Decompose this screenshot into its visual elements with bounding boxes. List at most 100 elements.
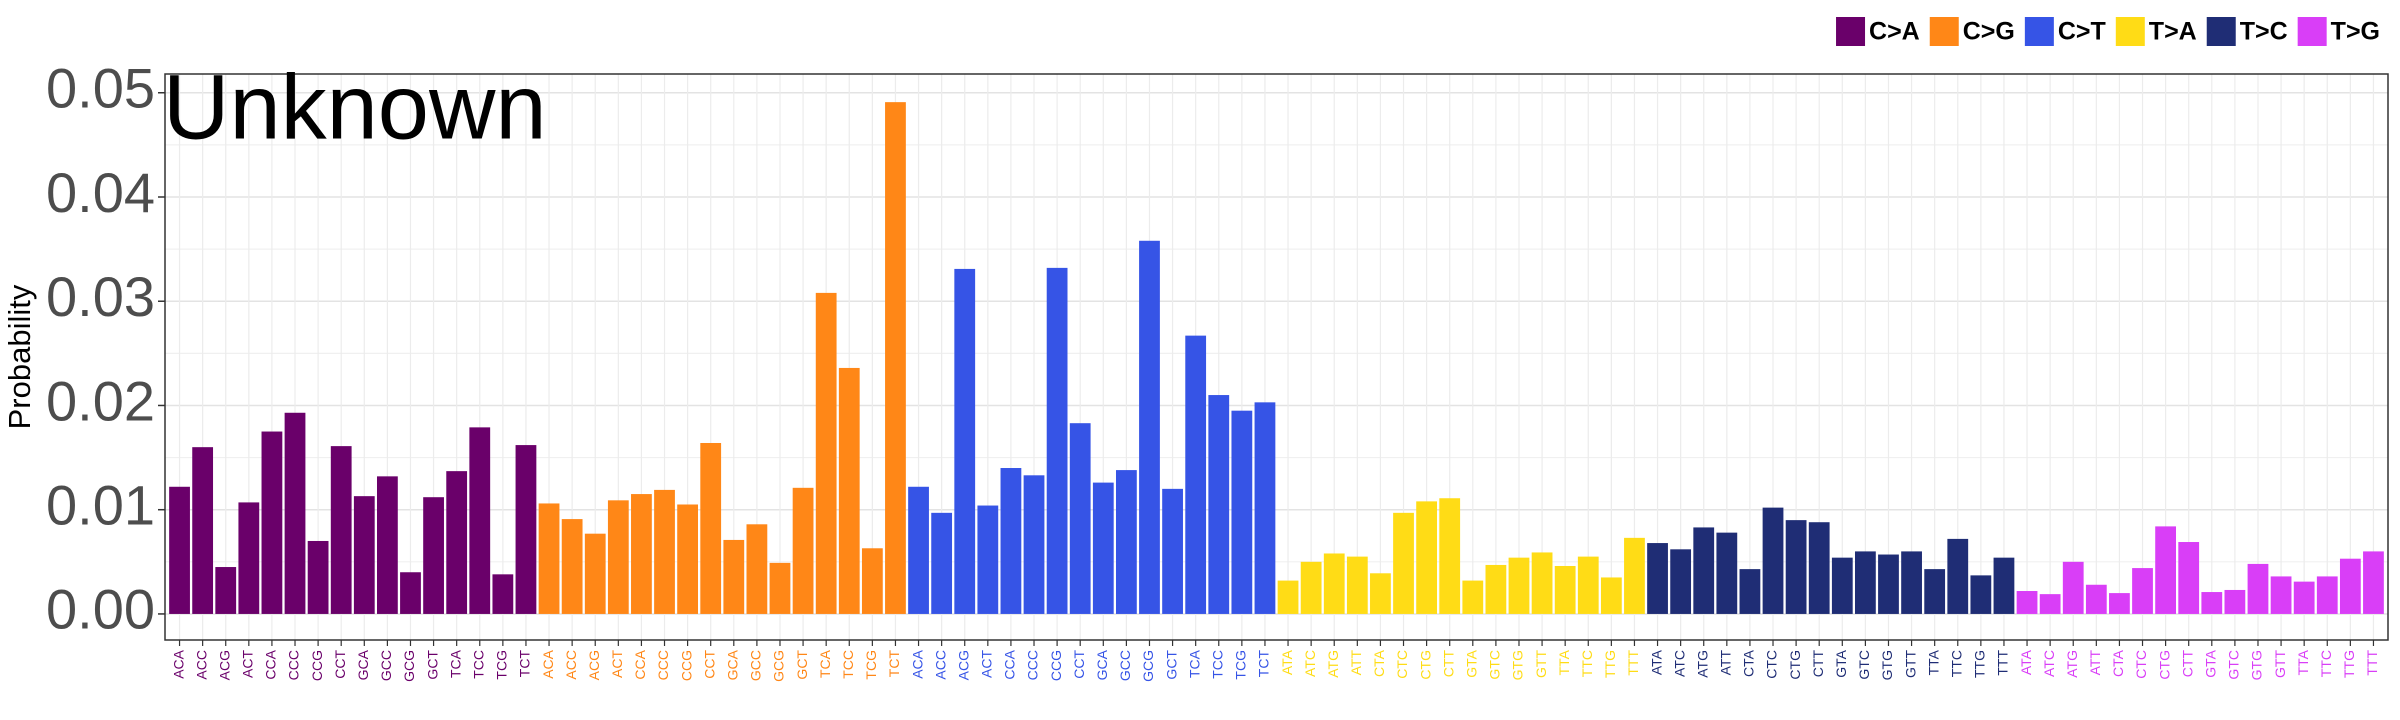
bar [1993,557,2015,614]
bar [1162,488,1183,614]
bar [792,487,814,614]
bar [931,512,953,614]
x-tick-label: GTC [1856,650,1872,680]
bar [861,548,883,614]
bar [2155,526,2177,614]
plot-border [164,73,2389,641]
x-tick-label: ATA [1648,649,1664,675]
x-tick-label: ATA [2018,649,2034,675]
x-tick-label: CCT [701,650,717,679]
x-tick-label: CTA [1371,649,1387,677]
x-tick-label: GTC [2226,650,2242,680]
bar [1485,564,1507,614]
bar [1924,569,1946,614]
bar [1531,552,1553,614]
legend-item: T>G [2297,17,2380,46]
x-tick-label: TTC [1948,650,1964,677]
x-tick-label: GTG [1510,650,1526,680]
bar [2178,542,2200,614]
chart-title: Unknown [163,56,547,158]
x-tick-label: GCC [1117,650,1133,681]
x-tick-label: TTG [1972,650,1988,678]
legend-item: C>T [2024,17,2106,46]
x-tick-label: ATT [2087,650,2103,676]
legend-swatch [2206,17,2236,46]
x-tick-label: TCC [840,650,856,679]
axes: 0.00 0.01 0.02 0.03 0.04 0.05 ACA ACC ACG ACT CCA C… [46,57,2380,682]
bar [192,447,214,614]
x-tick-label: GTT [1902,650,1918,678]
bar [977,505,999,614]
bar [238,502,260,614]
bar [469,427,491,614]
bar [954,268,976,614]
x-tick-label: TTA [1925,649,1941,675]
bar [1716,532,1738,614]
x-tick-label: ATG [2064,650,2080,678]
bar [1439,498,1461,614]
bar [654,489,675,614]
x-tick-label: CTG [1417,650,1433,680]
bar [2039,594,2061,614]
x-tick-label: CTC [1764,650,1780,679]
x-tick-label: CCC [286,650,302,680]
legend-swatch [1929,17,1959,46]
x-tick-label: CTA [2110,649,2126,677]
x-tick-label: ACT [979,650,995,678]
bar [838,367,860,614]
x-tick-label: ATC [1671,650,1687,677]
x-tick-label: GCT [424,650,440,680]
bar [1393,512,1414,614]
bar [1901,551,1922,614]
bar [700,442,722,614]
bar [261,431,283,614]
x-tick-label: CCA [632,649,648,679]
x-tick-label: TTT [2364,650,2380,676]
x-tick-label: ACT [240,650,256,678]
bar [400,572,421,614]
bar [1115,470,1137,614]
x-tick-label: ACC [932,650,948,680]
x-tick-label: GCT [794,650,810,680]
bar [1277,580,1299,614]
x-tick-label: TTT [1995,650,2011,676]
x-tick-label: CCC [1025,650,1041,680]
x-tick-label: CTG [1787,650,1803,680]
x-tick-label: GTC [1487,650,1503,680]
bar [1947,538,1969,614]
bar [353,496,375,614]
bar [1831,557,1853,614]
x-tick-label: TCC [1209,650,1225,679]
bar [307,540,329,614]
x-tick-label: GTA [1464,649,1480,677]
bar [2224,589,2246,614]
bar [376,476,398,614]
x-tick-label: GCC [378,650,394,681]
x-tick-label: ACT [609,650,625,678]
bar [1854,551,1876,614]
x-tick-label: GTG [1879,650,1895,680]
legend-item: T>A [2115,17,2197,46]
bar [631,494,652,614]
legend-label: C>A [1869,18,1920,46]
x-tick-label: CCC [655,650,671,680]
legend-swatch [2024,17,2054,46]
legend-item: C>G [1929,17,2015,46]
x-tick-label: ACA [540,649,556,678]
x-tick-label: ACC [193,650,209,680]
bar [815,292,837,614]
bar [885,102,906,614]
bar [284,412,306,614]
legend: C>A C>G C>T T>A T>C T>G [1836,17,2380,46]
x-tick-label: TTC [1579,650,1595,677]
bar [607,500,629,614]
x-tick-label: CCT [332,650,348,679]
y-tick-label: 0.02 [46,369,155,432]
y-tick-label: 0.05 [46,57,155,120]
legend-swatch [1836,17,1866,46]
x-tick-label: ACG [586,650,602,680]
x-tick-label: TCG [1233,650,1249,680]
x-tick-label: CCG [678,650,694,681]
x-tick-label: CCA [1002,649,1018,679]
bar [492,574,514,614]
